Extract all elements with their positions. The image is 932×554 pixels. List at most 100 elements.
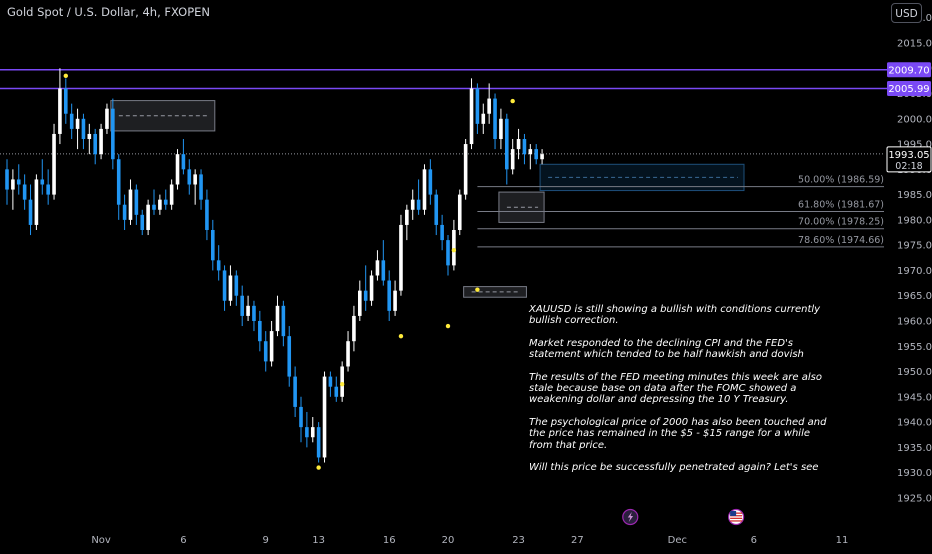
lightning-icon (622, 508, 639, 526)
candle-body (187, 169, 192, 185)
y-tick-label: 1955.00 (897, 342, 932, 353)
candle-body (128, 189, 133, 220)
candle-body (11, 179, 15, 190)
candle-body (287, 336, 292, 377)
y-tick-label: 1960.00 (897, 316, 932, 327)
note-paragraph: Market responded to the declining CPI an… (529, 337, 804, 361)
candle-body (487, 98, 491, 114)
fib-label: 61.80% (1981.67) (798, 199, 884, 210)
candle-body (516, 139, 521, 150)
candle-body (281, 305, 286, 337)
candle-body (28, 199, 33, 225)
candle-body (522, 139, 527, 155)
y-tick-label: 1940.00 (897, 418, 932, 429)
candle-body (505, 118, 509, 170)
candle-body (499, 118, 503, 140)
currency-button[interactable]: USD (891, 3, 922, 23)
candle-body (369, 275, 374, 301)
fib-label: 70.00% (1978.25) (798, 217, 884, 228)
y-tick-label: 1970.00 (897, 266, 932, 277)
candle-body (440, 224, 444, 241)
candle-body (140, 214, 145, 230)
y-tick-label: 1945.00 (897, 392, 932, 403)
candle-body (81, 118, 86, 140)
candle-body (252, 305, 256, 321)
candle-body (363, 290, 368, 301)
candle-body (240, 295, 244, 316)
level-price-tag: 2005.99 (887, 81, 931, 97)
countdown-label: 02:18 (895, 161, 922, 172)
candle-body (169, 184, 174, 205)
candle-body (422, 169, 427, 210)
time-axis[interactable]: Nov 6 9 13 16 20 23 27 Dec 6 11 (91, 535, 848, 546)
candle-body (234, 275, 239, 296)
pivot-marker (316, 465, 321, 470)
current-price-label: 1993.05 (888, 150, 929, 161)
candle-body (181, 154, 186, 170)
note-paragraph: Will this price be successfully penetrat… (529, 462, 819, 474)
note-paragraph: The psychological price of 2000 has also… (529, 416, 827, 451)
candle-body (158, 199, 162, 210)
candle-body (310, 427, 315, 438)
fib-label: 50.00% (1986.59) (798, 175, 884, 186)
candle-body (134, 189, 139, 215)
candle-body (99, 128, 103, 155)
candle-body (246, 305, 250, 316)
candle-body (199, 174, 203, 200)
candle-body (5, 169, 9, 190)
note-paragraph: The results of the FED meeting minutes t… (529, 371, 822, 406)
candle-body (328, 376, 333, 387)
y-tick-label: 1930.00 (897, 468, 932, 479)
candle-body (64, 88, 68, 114)
pivot-marker (398, 333, 404, 339)
fib-label: 78.60% (1974.66) (798, 235, 884, 246)
fib-layer: 50.00% (1986.59) 61.80% (1981.67) 70.00% (… (477, 175, 884, 248)
candle-body (387, 280, 391, 311)
y-tick-label: 1925.00 (897, 493, 932, 504)
event-icons-layer (622, 508, 745, 526)
candle-body (475, 88, 480, 124)
candle-body (16, 179, 21, 185)
candle-body (381, 260, 386, 281)
candle-body (105, 108, 109, 129)
x-tick-label: 6 (751, 535, 757, 546)
candle-body (93, 133, 97, 155)
pivot-marker (63, 73, 68, 79)
candle-body (393, 290, 397, 311)
svg-text:2005.99: 2005.99 (888, 84, 929, 95)
candle-body (216, 260, 221, 271)
candle-body (446, 240, 450, 266)
chart-title: Gold Spot / U.S. Dollar, 4h, FXOPEN (7, 5, 211, 19)
candle-body (205, 199, 209, 230)
candle-body (193, 174, 197, 185)
zones-layer (110, 100, 745, 298)
candle-body (375, 260, 380, 276)
candle-body (222, 270, 227, 301)
y-tick-label: 1965.00 (897, 291, 932, 302)
level-lines-layer (0, 69, 888, 155)
candle-body (22, 184, 27, 200)
markers-layer (63, 73, 515, 470)
candle-body (163, 199, 168, 205)
y-tick-label: 1950.00 (897, 367, 932, 378)
x-tick-label: Nov (91, 535, 111, 546)
candle-body (275, 305, 280, 332)
y-tick-label: 1975.00 (897, 241, 932, 252)
candle-body (540, 154, 544, 160)
candle-body (481, 113, 486, 124)
level-price-tag: 2009.70 (887, 62, 931, 78)
candle-body (34, 179, 39, 225)
candle-body (410, 199, 415, 210)
candle-body (293, 376, 297, 407)
x-tick-label: 23 (512, 535, 525, 546)
x-tick-label: Dec (668, 535, 687, 546)
candle-body (416, 199, 421, 210)
candle-body (258, 320, 262, 342)
x-tick-label: 9 (263, 535, 269, 546)
note-paragraph: XAUUSD is still showing a bullish with c… (529, 304, 821, 327)
pivot-marker (475, 287, 480, 292)
